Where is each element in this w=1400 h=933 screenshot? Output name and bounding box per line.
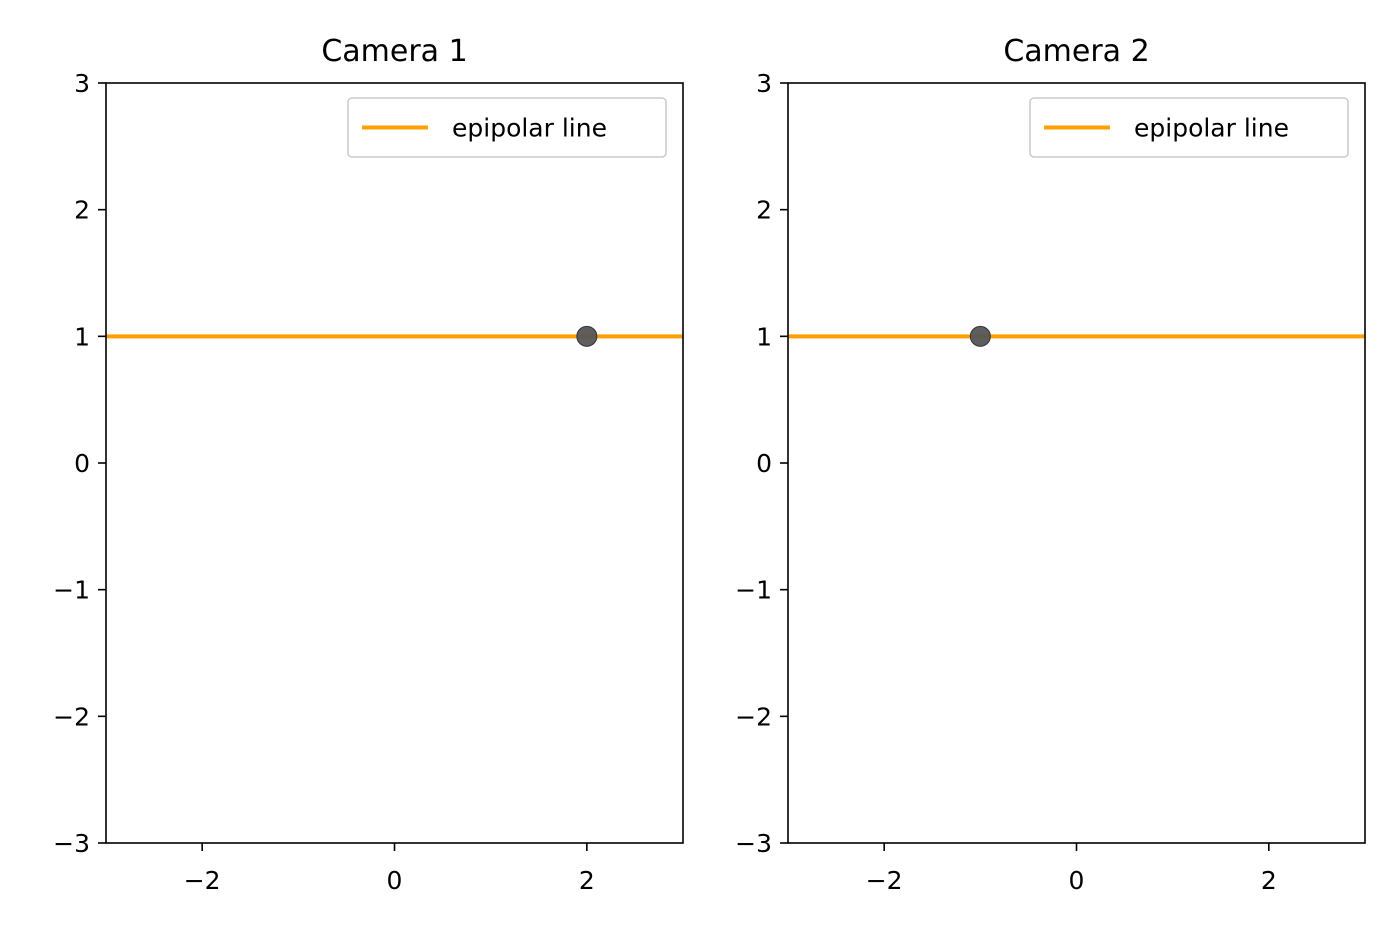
y-tick-label: −3 bbox=[53, 829, 90, 858]
x-tick-label: 0 bbox=[387, 866, 403, 895]
y-tick-label: 2 bbox=[74, 196, 90, 225]
y-tick-label: −1 bbox=[735, 576, 772, 605]
legend-label: epipolar line bbox=[1134, 114, 1289, 143]
plot-data bbox=[106, 325, 683, 347]
y-tick-label: 0 bbox=[756, 449, 772, 478]
y-tick-label: 2 bbox=[756, 196, 772, 225]
y-tick-label: −2 bbox=[735, 702, 772, 731]
y-tick-label: −2 bbox=[53, 702, 90, 731]
legend-box bbox=[1029, 97, 1349, 158]
chart-title: Camera 1 bbox=[321, 34, 467, 69]
camera-2-panel: Camera 2 −2 0 2 3 2 1 0 −1 −2 −3 epipolar line bbox=[735, 34, 1366, 895]
y-tick-label: 1 bbox=[756, 322, 772, 351]
y-tick-label: 0 bbox=[74, 449, 90, 478]
legend: epipolar line bbox=[1029, 97, 1349, 158]
x-tick-label: 2 bbox=[1261, 866, 1277, 895]
y-tick-label: −1 bbox=[53, 576, 90, 605]
x-tick-label: −2 bbox=[866, 866, 903, 895]
y-tick-label: −3 bbox=[735, 829, 772, 858]
plot-data bbox=[788, 325, 1365, 347]
legend-box bbox=[347, 97, 667, 158]
chart-title: Camera 2 bbox=[1003, 34, 1149, 69]
x-tick-label: 0 bbox=[1069, 866, 1085, 895]
x-tick-label: 2 bbox=[579, 866, 595, 895]
camera-1-panel: Camera 1 −2 0 2 3 2 1 0 −1 −2 −3 epipolar line bbox=[53, 34, 684, 895]
point-marker bbox=[576, 325, 598, 347]
y-tick-label: 3 bbox=[756, 69, 772, 98]
legend-label: epipolar line bbox=[452, 114, 607, 143]
y-tick-label: 1 bbox=[74, 322, 90, 351]
point-marker bbox=[969, 325, 991, 347]
legend: epipolar line bbox=[347, 97, 667, 158]
y-tick-label: 3 bbox=[74, 69, 90, 98]
x-tick-label: −2 bbox=[184, 866, 221, 895]
